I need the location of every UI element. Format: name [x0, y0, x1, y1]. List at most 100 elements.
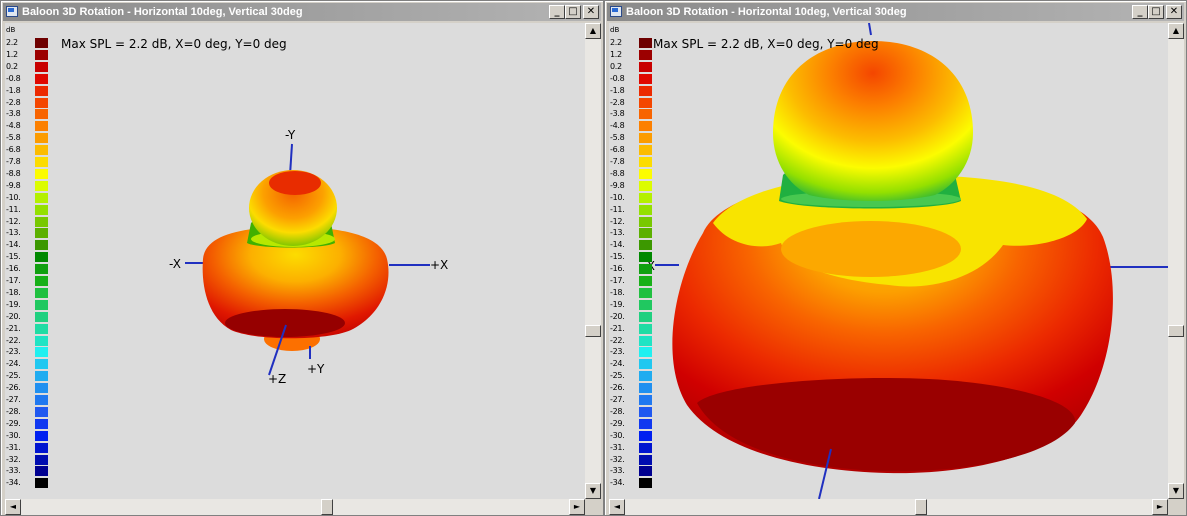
horizontal-scrollbar[interactable]: ◄ ►	[609, 499, 1168, 515]
legend-entry: -17.	[609, 275, 659, 287]
legend-label: -17.	[6, 276, 21, 285]
legend-entry: -19.	[5, 299, 55, 311]
title-bar[interactable]: Baloon 3D Rotation - Horizontal 10deg, V…	[3, 3, 601, 21]
legend-swatch	[35, 216, 48, 227]
legend-label: 2.2	[610, 38, 622, 47]
legend-swatch	[35, 335, 48, 346]
close-button[interactable]: ✕	[1166, 5, 1182, 19]
legend-swatch	[35, 406, 48, 417]
balloon-window-right: Baloon 3D Rotation - Horizontal 10deg, V…	[604, 0, 1187, 516]
max-spl-label: Max SPL = 2.2 dB, X=0 deg, Y=0 deg	[61, 37, 287, 51]
legend-unit: dB	[6, 26, 16, 34]
legend-swatch	[35, 240, 48, 251]
color-legend: dB 2.2 1.2 0.2 -0.8 -1.8 -2.8 -3.8 -4.8 -5.8 -6.8…	[609, 23, 659, 499]
vertical-scroll-thumb[interactable]	[585, 325, 601, 337]
legend-entry: -4.8	[5, 120, 55, 132]
scroll-up-button[interactable]: ▲	[1168, 23, 1184, 39]
legend-entry: -27.	[5, 394, 55, 406]
legend-label: -4.8	[610, 121, 625, 131]
legend-swatch	[639, 180, 652, 191]
legend-swatch	[639, 133, 652, 144]
legend-label: -9.8	[610, 180, 625, 190]
legend-entry: -4.8	[609, 120, 659, 132]
horizontal-scroll-thumb[interactable]	[915, 499, 927, 515]
horizontal-scroll-thumb[interactable]	[321, 499, 333, 515]
legend-label: -0.8	[610, 73, 625, 83]
legend-entry: -29.	[5, 418, 55, 430]
legend-entry: -28.	[609, 406, 659, 418]
legend-entry: -8.8	[609, 168, 659, 180]
balloon-top-cap	[269, 171, 321, 195]
legend-entry: -34.	[5, 477, 55, 489]
legend-label: -11.	[6, 204, 21, 214]
legend-label: -21.	[610, 323, 625, 333]
legend-label: -26.	[6, 383, 21, 393]
legend-swatch	[35, 466, 48, 477]
title-bar[interactable]: Baloon 3D Rotation - Horizontal 10deg, V…	[607, 3, 1184, 21]
legend-entry: -6.8	[5, 144, 55, 156]
vertical-scrollbar[interactable]: ▲ ▼	[1168, 23, 1184, 499]
legend-swatch	[35, 371, 48, 382]
legend-entry: -25.	[609, 370, 659, 382]
close-button[interactable]: ✕	[583, 5, 599, 19]
legend-label: -19.	[610, 299, 625, 309]
legend-swatch	[35, 121, 48, 132]
legend-label: -29.	[610, 418, 625, 428]
legend-swatch	[639, 85, 652, 96]
scroll-right-button[interactable]: ►	[1152, 499, 1168, 515]
legend-entry: 0.2	[5, 61, 55, 73]
legend-entry: -0.8	[609, 73, 659, 85]
scroll-left-button[interactable]: ◄	[5, 499, 21, 515]
legend-swatch	[35, 383, 48, 394]
legend-entry: -22.	[609, 335, 659, 347]
vertical-scrollbar[interactable]: ▲ ▼	[585, 23, 601, 499]
legend-swatch	[35, 61, 48, 72]
legend-entry: -7.8	[5, 156, 55, 168]
balloon-dark-band	[225, 309, 345, 337]
legend-label: -10.	[610, 192, 625, 202]
legend-entry: -1.8	[609, 85, 659, 97]
legend-entry: -22.	[5, 335, 55, 347]
scroll-right-button[interactable]: ►	[569, 499, 585, 515]
legend-entry: -6.8	[609, 144, 659, 156]
legend-label: -28.	[6, 406, 21, 416]
max-spl-label: Max SPL = 2.2 dB, X=0 deg, Y=0 deg	[653, 37, 879, 51]
legend-label: -21.	[6, 323, 21, 333]
legend-label: -32.	[610, 454, 625, 464]
maximize-button[interactable]: □	[1148, 5, 1164, 19]
minimize-button[interactable]: _	[549, 5, 565, 19]
legend-swatch	[639, 168, 652, 179]
legend-entry: -24.	[609, 358, 659, 370]
scroll-left-button[interactable]: ◄	[609, 499, 625, 515]
minimize-button[interactable]: _	[1132, 5, 1148, 19]
legend-label: -26.	[610, 383, 625, 393]
title-buttons: _ □ ✕	[1132, 5, 1182, 19]
legend-label: -33.	[6, 466, 21, 476]
legend-label: -1.8	[610, 85, 625, 95]
axis-label-neg-x: -X	[169, 257, 181, 271]
scroll-down-button[interactable]: ▼	[1168, 483, 1184, 499]
axis-label-neg-y: -Y	[285, 128, 296, 142]
resize-grip[interactable]	[1168, 499, 1184, 515]
legend-swatch	[639, 287, 652, 298]
color-legend: dB 2.2 1.2 0.2 -0.8 -1.8 -2.8 -3.8 -4.8 -5.8 -6.8…	[5, 23, 55, 499]
vertical-scroll-thumb[interactable]	[1168, 325, 1184, 337]
legend-unit: dB	[610, 26, 620, 34]
scroll-down-button[interactable]: ▼	[585, 483, 601, 499]
legend-label: -5.8	[610, 133, 625, 143]
legend-label: -11.	[610, 204, 625, 214]
legend-entry: -12.	[5, 216, 55, 228]
legend-swatch	[35, 311, 48, 322]
legend-entry: -32.	[609, 454, 659, 466]
legend-entry: -13.	[5, 227, 55, 239]
horizontal-scrollbar[interactable]: ◄ ►	[5, 499, 585, 515]
legend-entry: -34.	[609, 477, 659, 489]
maximize-button[interactable]: □	[565, 5, 581, 19]
scroll-up-button[interactable]: ▲	[585, 23, 601, 39]
legend-label: -32.	[6, 454, 21, 464]
legend-label: -16.	[610, 264, 625, 274]
legend-label: -25.	[6, 371, 21, 381]
resize-grip[interactable]	[585, 499, 601, 515]
legend-entry: -27.	[609, 394, 659, 406]
axis-label-pos-y: +Y	[307, 362, 325, 376]
